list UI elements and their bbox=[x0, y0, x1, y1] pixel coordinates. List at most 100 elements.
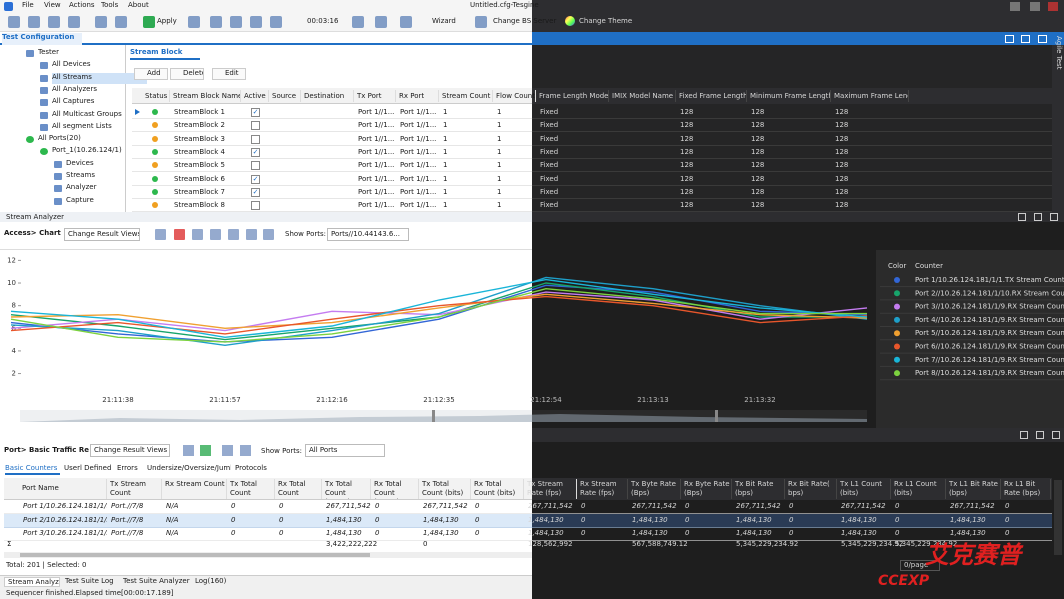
column-header[interactable]: Rx Total Count (bits) bbox=[474, 479, 524, 499]
checkbox[interactable] bbox=[251, 161, 260, 170]
toolbar-apply[interactable]: Apply bbox=[157, 17, 187, 27]
results-tool[interactable] bbox=[222, 445, 233, 456]
window-button[interactable] bbox=[1010, 2, 1020, 11]
column-header[interactable]: Source bbox=[272, 90, 301, 102]
column-header[interactable]: Rx Total Count bbox=[278, 479, 322, 499]
toolbar-theme[interactable]: Change Theme bbox=[579, 17, 639, 27]
chart-tool[interactable] bbox=[210, 229, 221, 240]
toolbar-icon[interactable] bbox=[8, 16, 20, 28]
column-header[interactable]: Rx L1 Count (bits) bbox=[894, 479, 946, 499]
button[interactable]: Add bbox=[134, 68, 168, 80]
tree-item[interactable]: Devices bbox=[66, 159, 161, 170]
column-header[interactable]: Tx Total Count (bits) bbox=[422, 479, 471, 499]
column-header[interactable]: Destination bbox=[304, 90, 354, 102]
column-header[interactable]: IMIX Model Name bbox=[612, 90, 676, 102]
column-header[interactable]: Fixed Frame Length bbox=[679, 90, 747, 102]
chart-tool[interactable] bbox=[174, 229, 185, 240]
column-header[interactable]: Active bbox=[244, 90, 269, 102]
panel-button[interactable] bbox=[1020, 431, 1028, 439]
toolbar-icon[interactable] bbox=[115, 16, 127, 28]
menu-item[interactable]: About bbox=[128, 1, 158, 11]
column-header[interactable]: Rx Stream Rate (fps) bbox=[580, 479, 628, 499]
checkbox[interactable]: ✓ bbox=[251, 188, 260, 197]
column-header[interactable]: Maximum Frame Length bbox=[834, 90, 909, 102]
column-header[interactable]: Rx Stream Count bbox=[165, 479, 227, 499]
bottom-tab[interactable]: Log(160) bbox=[192, 577, 238, 587]
side-tab[interactable]: Agile Test bbox=[1053, 36, 1063, 76]
toolbar-wizard[interactable]: Wizard bbox=[432, 17, 467, 27]
column-header[interactable]: Stream Count bbox=[442, 90, 493, 102]
results-tool[interactable] bbox=[183, 445, 194, 456]
chart-tool[interactable] bbox=[246, 229, 257, 240]
toolbar-icon[interactable] bbox=[68, 16, 80, 28]
window-button[interactable] bbox=[1030, 2, 1040, 11]
results-tab[interactable]: Userl Defined bbox=[64, 464, 113, 475]
results-tab[interactable]: Basic Counters bbox=[5, 464, 60, 475]
panel-button[interactable] bbox=[1050, 213, 1058, 221]
column-header[interactable]: Tx L1 Count (bits) bbox=[840, 479, 891, 499]
ports-select[interactable]: All Ports bbox=[305, 444, 385, 457]
config-tab[interactable]: Test Configuration bbox=[2, 33, 82, 45]
chart-tool[interactable] bbox=[192, 229, 203, 240]
column-header[interactable]: Rx Port bbox=[399, 90, 439, 102]
column-header[interactable]: Tx L1 Bit Rate (bps) bbox=[949, 479, 1001, 499]
tree-item[interactable]: Tester bbox=[38, 48, 133, 59]
menu-item[interactable]: Tools bbox=[101, 1, 131, 11]
toolbar-icon[interactable] bbox=[48, 16, 60, 28]
panel-button[interactable] bbox=[1038, 35, 1047, 43]
checkbox[interactable] bbox=[251, 135, 260, 144]
button[interactable]: Edit bbox=[212, 68, 246, 80]
tree-item[interactable]: All Devices bbox=[52, 60, 147, 71]
column-header[interactable]: Frame Length Mode bbox=[539, 90, 609, 102]
view-button[interactable]: Change Result Views bbox=[90, 444, 170, 457]
apply-icon[interactable] bbox=[143, 16, 155, 28]
window-button[interactable] bbox=[1048, 2, 1058, 11]
menu-item[interactable]: Actions bbox=[69, 1, 99, 11]
toolbar-icon[interactable] bbox=[400, 16, 412, 28]
stream-tab[interactable]: Stream Block bbox=[130, 48, 200, 60]
toolbar-icon[interactable] bbox=[375, 16, 387, 28]
button[interactable]: Delete bbox=[170, 68, 204, 80]
results-tab[interactable]: Protocols bbox=[235, 464, 286, 475]
panel-button[interactable] bbox=[1018, 213, 1026, 221]
toolbar-icon[interactable] bbox=[95, 16, 107, 28]
column-header[interactable]: Status bbox=[145, 90, 170, 102]
toolbar-icon[interactable] bbox=[475, 16, 487, 28]
column-header[interactable]: Rx Bit Rate( bps) bbox=[788, 479, 837, 499]
chart-tool[interactable] bbox=[263, 229, 274, 240]
column-header[interactable]: Rx L1 Bit Rate (bps) bbox=[1004, 479, 1051, 499]
toolbar-icon[interactable] bbox=[270, 16, 282, 28]
bottom-tab[interactable]: Test Suite Analyzer bbox=[120, 577, 190, 587]
toolbar-icon[interactable] bbox=[28, 16, 40, 28]
panel-button[interactable] bbox=[1034, 213, 1042, 221]
toolbar-icon[interactable] bbox=[230, 16, 242, 28]
panel-button[interactable] bbox=[1021, 35, 1030, 43]
column-header[interactable]: Flow Count bbox=[496, 90, 536, 102]
tree-item[interactable]: Port_1(10.26.124/1) bbox=[52, 146, 147, 157]
bottom-tab[interactable]: Test Suite Log bbox=[62, 577, 118, 587]
toolbar-icon[interactable] bbox=[188, 16, 200, 28]
toolbar-icon[interactable] bbox=[250, 16, 262, 28]
tree-item[interactable]: All Streams bbox=[52, 73, 147, 84]
view-button[interactable]: Change Result Views bbox=[64, 228, 140, 241]
column-header[interactable]: Tx Stream Rate (fps) bbox=[527, 479, 577, 499]
checkbox[interactable] bbox=[251, 201, 260, 210]
checkbox[interactable]: ✓ bbox=[251, 175, 260, 184]
toolbar-bs-server[interactable]: Change BS Server bbox=[493, 17, 563, 27]
column-header[interactable]: Tx Byte Rate (Bps) bbox=[631, 479, 681, 499]
checkbox[interactable]: ✓ bbox=[251, 148, 260, 157]
bottom-tab[interactable]: Stream Analyzer bbox=[4, 577, 60, 587]
ports-select[interactable]: Ports//10.44143.6... bbox=[327, 228, 409, 241]
column-header[interactable]: Minimum Frame Length bbox=[750, 90, 831, 102]
toolbar-icon[interactable] bbox=[210, 16, 222, 28]
panel-button[interactable] bbox=[1005, 35, 1014, 43]
chart-tool[interactable] bbox=[155, 229, 166, 240]
column-header[interactable]: Rx Byte Rate (Bps) bbox=[684, 479, 732, 499]
column-header[interactable]: Tx Total Count (Bytes) bbox=[325, 479, 371, 499]
panel-button[interactable] bbox=[1036, 431, 1044, 439]
tree-item[interactable]: Streams bbox=[66, 171, 161, 182]
results-tool[interactable] bbox=[240, 445, 251, 456]
results-tool[interactable] bbox=[200, 445, 211, 456]
checkbox[interactable]: ✓ bbox=[251, 108, 260, 117]
tree-item[interactable]: All Ports(20) bbox=[38, 134, 133, 145]
